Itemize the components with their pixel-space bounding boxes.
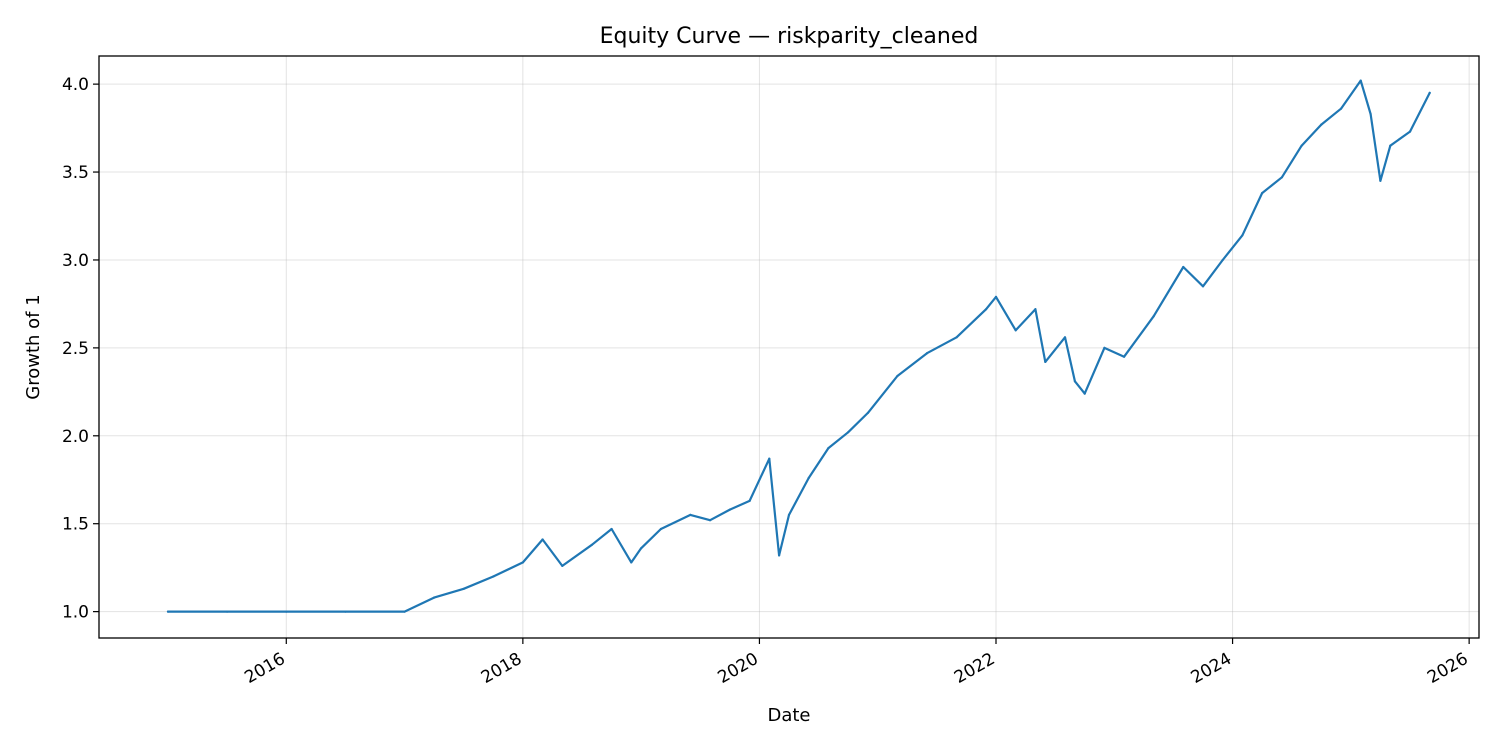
data-point — [1063, 336, 1067, 339]
y-axis-label: Growth of 1 — [23, 294, 44, 399]
data-point — [285, 610, 288, 613]
data-point — [492, 575, 495, 578]
data-point — [925, 352, 929, 355]
data-point — [1389, 144, 1392, 147]
data-point — [1073, 380, 1076, 383]
data-point — [994, 295, 998, 298]
data-point — [561, 564, 564, 568]
data-point — [1320, 123, 1323, 126]
plot-frame — [98, 55, 1480, 639]
y-tick-label: 2.0 — [62, 427, 89, 447]
data-point — [1221, 258, 1224, 262]
y-tick-label: 3.5 — [62, 163, 89, 183]
data-point — [866, 411, 870, 414]
data-point — [689, 513, 692, 517]
data-point — [1379, 179, 1382, 182]
y-tick-label: 3.0 — [62, 251, 89, 271]
data-point — [1300, 144, 1303, 147]
data-point — [433, 596, 436, 599]
data-point — [403, 610, 406, 613]
data-point — [610, 527, 613, 531]
y-tick-label: 1.0 — [62, 603, 89, 623]
data-point — [1182, 265, 1185, 269]
data-point — [541, 538, 544, 541]
data-point — [748, 499, 751, 502]
data-point — [1034, 308, 1037, 311]
data-point — [630, 561, 633, 564]
data-point — [1044, 360, 1047, 363]
data-point — [1339, 107, 1343, 110]
data-point — [659, 527, 663, 531]
data-point — [1369, 112, 1372, 116]
data-point — [166, 610, 170, 613]
data-point — [1014, 329, 1017, 332]
data-point — [728, 508, 732, 511]
y-tick-label: 4.0 — [62, 75, 89, 95]
data-point — [1280, 176, 1283, 179]
data-point — [985, 308, 988, 311]
y-axis: 1.0 1.5 2.0 2.5 3.0 3.5 4.0 — [62, 75, 99, 623]
data-point — [1408, 130, 1412, 133]
data-point — [590, 543, 594, 546]
data-point — [896, 374, 899, 378]
data-point — [1359, 79, 1362, 82]
data-point — [787, 513, 791, 517]
data-point — [1123, 355, 1126, 358]
data-point — [521, 561, 525, 564]
data-point — [1152, 315, 1155, 318]
data-point — [344, 610, 347, 613]
data-point — [462, 587, 465, 590]
equity-series-line — [166, 79, 1431, 613]
data-point — [640, 547, 643, 550]
data-point — [847, 431, 850, 434]
data-point — [778, 554, 781, 557]
data-point — [955, 336, 958, 339]
data-point — [1103, 346, 1106, 349]
y-tick-label: 2.5 — [62, 339, 89, 359]
data-point — [1261, 192, 1264, 195]
chart-title: Equity Curve — riskparity_cleaned — [600, 24, 979, 49]
data-point — [1241, 234, 1244, 237]
data-point — [807, 476, 810, 480]
series-layer — [166, 79, 1431, 613]
grid-lines — [99, 56, 1479, 638]
data-point — [709, 519, 712, 522]
data-point — [768, 457, 771, 460]
data-point — [226, 610, 229, 613]
x-axis-label: Date — [767, 705, 810, 726]
data-point — [827, 447, 830, 450]
data-point — [1083, 392, 1086, 395]
data-point — [1428, 91, 1431, 94]
y-tick-label: 1.5 — [62, 515, 89, 535]
data-point — [1201, 285, 1205, 288]
